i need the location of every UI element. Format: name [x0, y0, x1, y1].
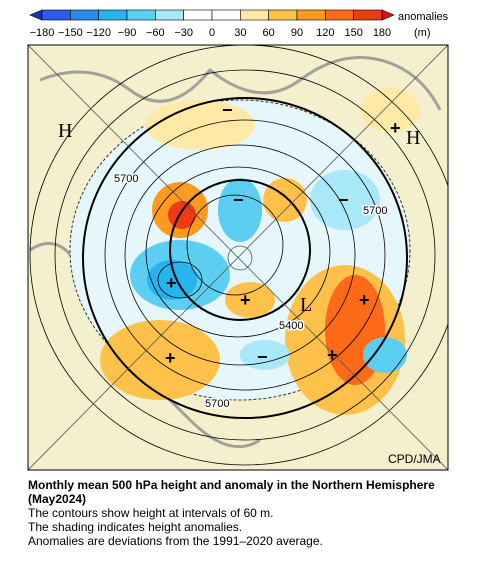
colorbar-unit: (m)	[414, 27, 431, 39]
colorbar-tick-label: 30	[234, 27, 246, 39]
contour-label: 5700	[205, 398, 229, 410]
colorbar-tick-label: −30	[174, 27, 193, 39]
colorbar-tick-label: 150	[344, 27, 362, 39]
contour-label: 5700	[363, 205, 387, 217]
colorbar-high-end	[381, 9, 395, 21]
colorbar-segment	[211, 9, 241, 21]
colorbar-tick-label: 180	[373, 27, 391, 39]
colorbar-segment	[183, 9, 213, 21]
colorbar: −180 −150 −120 −90 −60 −30 0 30 60 90 120 150 180	[29, 9, 395, 39]
plus-marker: +	[240, 290, 251, 310]
plus-marker: +	[166, 273, 177, 293]
colorbar-tick-label: −180	[30, 27, 55, 39]
colorbar-tick-label: −150	[58, 27, 83, 39]
colorbar-tick-label: −90	[118, 27, 137, 39]
map: H H L 5700 5700 5400 5700 + + + + + + − …	[28, 45, 448, 470]
map-labels: H H L 5700 5700 5400 5700 + + + + + + − …	[58, 100, 441, 466]
colorbar-low-end	[29, 9, 43, 21]
colorbar-tick-label: 60	[263, 27, 275, 39]
colorbar-segment	[70, 9, 99, 21]
colorbar-segment	[325, 9, 354, 21]
map-frame	[27, 44, 449, 471]
grid-lines	[28, 45, 448, 470]
colorbar-segment	[126, 9, 156, 21]
minus-marker: −	[233, 190, 244, 210]
colorbar-segment	[268, 9, 298, 21]
credit: CPD/JMA	[388, 452, 441, 466]
colorbar-tick-label: 90	[291, 27, 303, 39]
height-contours	[29, 45, 448, 466]
colorbar-segment	[296, 9, 326, 21]
caption-line: Anomalies are deviations from the 1991–2…	[28, 534, 323, 548]
plus-marker: +	[165, 348, 176, 368]
colorbar-segment	[41, 9, 71, 21]
caption-line: The contours show height at intervals of…	[28, 506, 274, 520]
colorbar-segment	[240, 9, 269, 21]
plus-marker: +	[327, 345, 338, 365]
contour-label: 5700	[114, 173, 138, 185]
colorbar-segment	[353, 9, 383, 21]
figure: −180 −150 −120 −90 −60 −30 0 30 60 90 120 150 180 an…	[27, 9, 449, 471]
minus-marker: −	[257, 347, 268, 367]
colorbar-tick-label: −120	[86, 27, 111, 39]
caption-line: The shading indicates height anomalies.	[28, 520, 243, 534]
plus-marker: +	[390, 118, 401, 138]
caption-title: Monthly mean 500 hPa height and anomaly …	[28, 478, 435, 506]
colorbar-segment	[155, 9, 184, 21]
low-label: L	[300, 294, 312, 316]
colorbar-segment	[98, 9, 128, 21]
contour-label: 5400	[279, 320, 303, 332]
high-label: H	[58, 120, 72, 142]
colorbar-tick-label: −60	[146, 27, 165, 39]
caption: Monthly mean 500 hPa height and anomaly …	[28, 478, 468, 548]
colorbar-tick-label: 0	[209, 27, 215, 39]
high-label: H	[406, 127, 420, 149]
colorbar-tick-label: 120	[316, 27, 334, 39]
colorbar-label: anomalies	[398, 11, 449, 23]
plus-marker: +	[359, 290, 370, 310]
minus-marker: −	[222, 100, 233, 120]
minus-marker: −	[338, 190, 349, 210]
